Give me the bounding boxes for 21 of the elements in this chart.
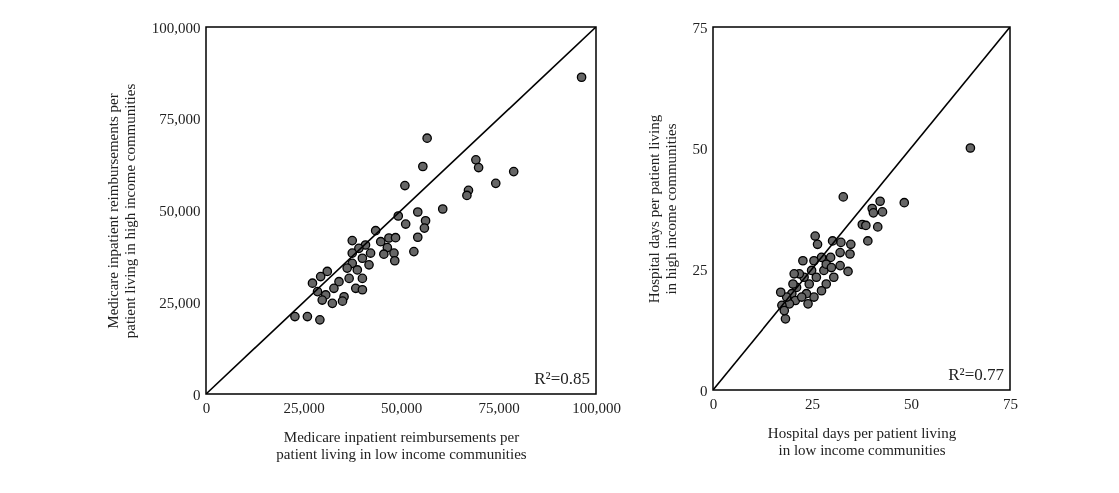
y-tick-label: 75 [692, 19, 708, 36]
annotation: R²=0.85 [534, 369, 590, 388]
y-tick-label: 50,000 [159, 203, 201, 219]
x-tick-label: 25 [805, 395, 820, 412]
x-tick-label: 50 [904, 395, 919, 412]
y-tick-label: 100,000 [151, 19, 201, 36]
y-tick-label: 25 [692, 261, 708, 278]
x-tick-label: 50,000 [380, 399, 423, 416]
y-axis-title: Hospital days per patient living in high income communities [645, 114, 679, 304]
y-axis-title: Medicare inpatient reimbursements per patient living in high income communities [104, 83, 138, 339]
y-tick-label: 0 [700, 382, 708, 399]
x-axis-title: Medicare inpatient reimbursements per patient living in low income communities [276, 428, 527, 462]
x-tick-label: 75 [1003, 395, 1018, 412]
x-tick-label: 100,000 [572, 399, 621, 416]
x-tick-label: 25,000 [283, 399, 325, 416]
y-tick-label: 25,000 [159, 294, 201, 311]
annotation: R²=0.77 [948, 365, 1005, 384]
y-tick-label: 75,000 [159, 111, 201, 128]
y-tick-label: 50 [692, 140, 708, 157]
x-axis-title: Hospital days per patient living in low income communities [767, 424, 957, 458]
x-tick-label: 75,000 [478, 399, 520, 416]
